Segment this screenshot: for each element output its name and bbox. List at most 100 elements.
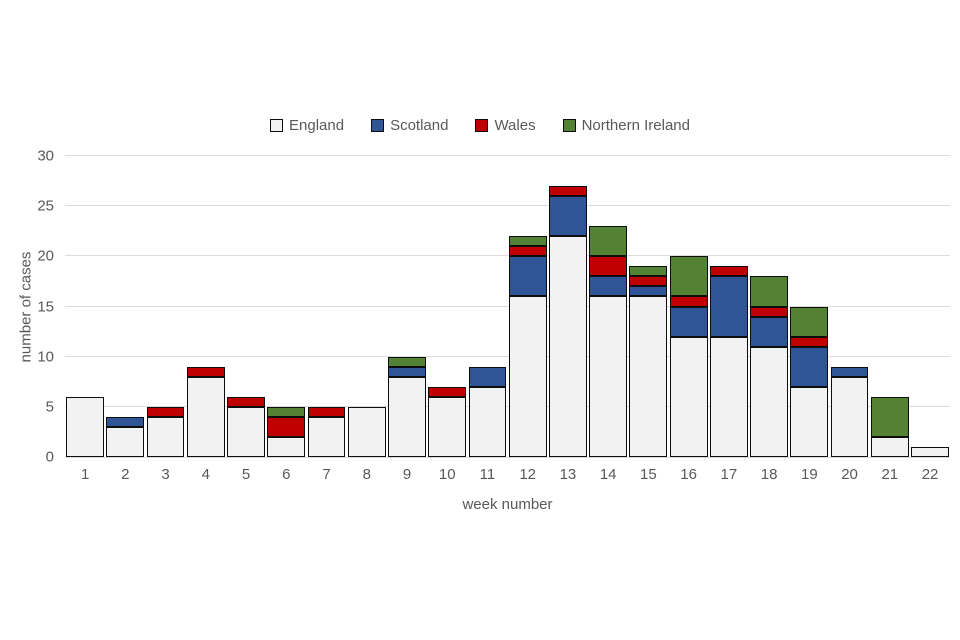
bar-week-17 bbox=[709, 156, 749, 457]
segment-wales bbox=[589, 256, 628, 277]
legend-swatch-northern-ireland bbox=[562, 118, 576, 132]
legend-label-scotland: Scotland bbox=[390, 116, 449, 134]
y-tick-label-15: 15 bbox=[37, 298, 54, 315]
bar-week-8 bbox=[347, 156, 387, 457]
legend-item-england: England bbox=[270, 117, 344, 134]
legend-item-scotland: Scotland bbox=[371, 117, 448, 134]
x-tick-label-17: 17 bbox=[720, 466, 738, 483]
segment-england bbox=[549, 236, 587, 457]
segment-scotland bbox=[790, 346, 829, 387]
gridline-30 bbox=[65, 155, 950, 156]
segment-northern-ireland bbox=[267, 406, 306, 417]
segment-england bbox=[629, 296, 668, 457]
segment-scotland bbox=[830, 366, 869, 377]
segment-england bbox=[106, 426, 145, 457]
segment-england bbox=[830, 376, 869, 457]
y-axis-ticks: 0 5 10 15 20 25 30 bbox=[0, 148, 54, 466]
x-tick-label-3: 3 bbox=[161, 466, 170, 483]
plot-area bbox=[65, 155, 950, 458]
gridline-0 bbox=[65, 457, 950, 458]
segment-wales bbox=[227, 396, 265, 407]
segment-england bbox=[750, 346, 788, 457]
segment-england bbox=[227, 406, 265, 457]
bar-week-14 bbox=[588, 156, 628, 457]
y-tick-label-20: 20 bbox=[37, 247, 54, 265]
y-tick-label-5: 5 bbox=[45, 398, 54, 416]
x-tick-label-10: 10 bbox=[438, 466, 456, 483]
bar-week-4 bbox=[186, 156, 226, 457]
y-tick-label-0: 0 bbox=[45, 448, 54, 466]
segment-scotland bbox=[508, 256, 547, 297]
x-tick-label-21: 21 bbox=[881, 466, 899, 483]
bar-week-3 bbox=[145, 156, 185, 457]
segment-wales bbox=[146, 406, 185, 417]
gridline-25 bbox=[65, 205, 950, 207]
x-tick-label-9: 9 bbox=[402, 466, 412, 483]
legend-swatch-england bbox=[270, 118, 284, 132]
bar-week-11 bbox=[467, 156, 507, 457]
x-tick-label-12: 12 bbox=[519, 466, 537, 483]
segment-england bbox=[66, 396, 105, 457]
segment-wales bbox=[750, 306, 788, 317]
bar-week-10 bbox=[427, 156, 467, 457]
segment-northern-ireland bbox=[508, 236, 547, 247]
x-tick-label-14: 14 bbox=[599, 466, 617, 483]
segment-wales bbox=[267, 416, 306, 437]
segment-england bbox=[669, 336, 708, 457]
segment-england bbox=[709, 336, 748, 457]
segment-scotland bbox=[629, 286, 668, 297]
x-tick-label-16: 16 bbox=[680, 466, 697, 483]
legend-label-wales: Wales bbox=[494, 116, 536, 134]
segment-england bbox=[790, 386, 829, 457]
segment-northern-ireland bbox=[790, 306, 829, 337]
segment-northern-ireland bbox=[388, 356, 426, 367]
segment-wales bbox=[508, 246, 547, 257]
bar-week-1 bbox=[65, 156, 105, 457]
y-tick-label-10: 10 bbox=[37, 348, 54, 366]
bar-week-6 bbox=[266, 156, 306, 457]
segment-scotland bbox=[549, 196, 587, 237]
legend-swatch-scotland bbox=[371, 118, 385, 132]
legend-label-england: England bbox=[289, 116, 345, 134]
x-tick-label-2: 2 bbox=[121, 466, 130, 483]
segment-england bbox=[347, 406, 386, 457]
bar-week-13 bbox=[548, 156, 588, 457]
segment-england bbox=[870, 436, 909, 457]
segment-northern-ireland bbox=[870, 396, 909, 437]
x-tick-label-20: 20 bbox=[841, 466, 858, 483]
bar-week-19 bbox=[789, 156, 829, 457]
segment-england bbox=[146, 416, 185, 457]
x-tick-label-22: 22 bbox=[921, 466, 939, 483]
segment-england bbox=[468, 386, 507, 457]
x-tick-label-18: 18 bbox=[760, 466, 778, 483]
y-tick-label-30: 30 bbox=[37, 147, 54, 165]
segment-northern-ireland bbox=[629, 266, 668, 277]
segment-scotland bbox=[589, 276, 628, 297]
bar-week-18 bbox=[749, 156, 789, 457]
bar-week-16 bbox=[669, 156, 709, 457]
segment-wales bbox=[307, 406, 346, 417]
segment-scotland bbox=[468, 366, 507, 387]
segment-northern-ireland bbox=[750, 276, 788, 307]
segment-wales bbox=[709, 266, 748, 277]
x-tick-label-8: 8 bbox=[362, 466, 371, 483]
legend-label-northern-ireland: Northern Ireland bbox=[581, 116, 690, 134]
bar-week-21 bbox=[870, 156, 910, 457]
x-tick-label-4: 4 bbox=[201, 466, 210, 483]
segment-scotland bbox=[750, 316, 788, 347]
gridline-20 bbox=[65, 255, 950, 257]
segment-scotland bbox=[388, 366, 426, 377]
bar-week-7 bbox=[306, 156, 346, 457]
segment-scotland bbox=[709, 276, 748, 337]
segment-northern-ireland bbox=[669, 256, 708, 297]
gridline-5 bbox=[65, 405, 950, 407]
segment-scotland bbox=[106, 416, 145, 427]
segment-england bbox=[911, 446, 949, 457]
bar-week-22 bbox=[910, 156, 950, 457]
segment-england bbox=[508, 296, 547, 457]
segment-wales bbox=[669, 296, 708, 307]
segment-england bbox=[186, 376, 225, 457]
x-tick-label-19: 19 bbox=[800, 466, 818, 483]
x-tick-label-1: 1 bbox=[80, 466, 90, 483]
